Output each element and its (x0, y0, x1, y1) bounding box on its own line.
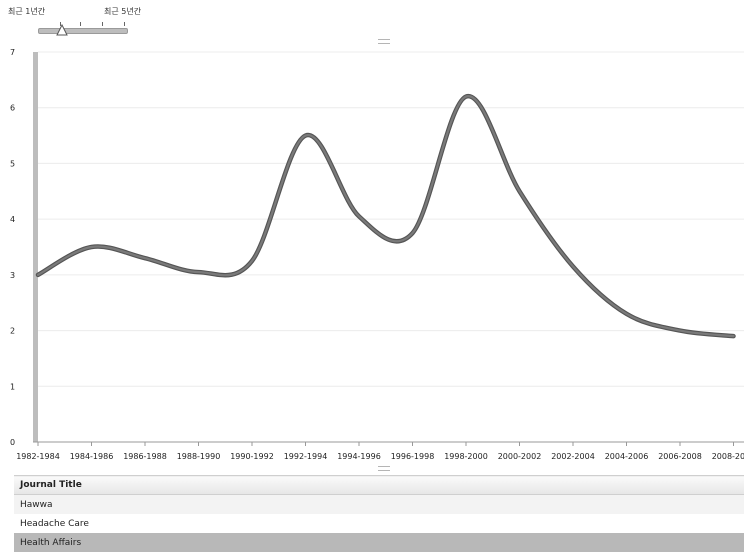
x-tick-label: 2006-2008 (658, 452, 702, 461)
x-tick-label: 1984-1986 (70, 452, 114, 461)
y-tick-label: 3 (10, 271, 15, 280)
series-line-outline (35, 94, 736, 339)
range-tick (60, 22, 61, 26)
y-tick-label: 6 (10, 104, 15, 113)
y-tick-label: 2 (10, 327, 15, 336)
table-row[interactable]: Headache Care (14, 514, 744, 533)
y-tick-label: 1 (10, 382, 15, 391)
range-tick (80, 22, 81, 26)
range-tick (124, 22, 125, 26)
x-tick-label: 1998-2000 (444, 452, 488, 461)
y-tick-label: 0 (10, 438, 15, 447)
table-splitter-handle[interactable] (378, 466, 390, 471)
range-max-label: 최근 5년간 (104, 7, 142, 16)
x-tick-label: 1986-1988 (123, 452, 167, 461)
year-range-slider[interactable]: 최근 1년간 최근 5년간 (8, 6, 158, 36)
x-tick-label: 2002-2004 (551, 452, 595, 461)
table-row[interactable]: Health Affairs (14, 533, 744, 552)
range-min-label: 최근 1년간 (8, 7, 46, 16)
x-tick-label: 2008-2010 (712, 452, 744, 461)
range-track[interactable] (38, 28, 128, 34)
y-tick-label: 4 (10, 215, 15, 224)
x-tick-label: 2004-2006 (605, 452, 649, 461)
y-axis-ticks: 0 1 2 3 4 5 6 7 (10, 48, 15, 447)
journal-title-cell[interactable]: Hawwa (14, 494, 744, 514)
line-chart: 0 1 2 3 4 5 6 7 1982-1984 1984-1986 1986-1988 1988… (10, 48, 744, 461)
x-axis-ticks: 1982-1984 1984-1986 1986-1988 1988-1990 1990… (16, 442, 744, 461)
journal-title-header[interactable]: Journal Title (14, 475, 744, 495)
y-tick-label: 5 (10, 159, 15, 168)
x-tick-label: 1982-1984 (16, 452, 60, 461)
table-row[interactable]: Hawwa (14, 494, 744, 514)
y-axis-bar (33, 52, 38, 442)
range-tick (102, 22, 103, 26)
journal-title-cell[interactable]: Health Affairs (14, 533, 744, 552)
chart-gridlines (38, 51, 744, 387)
range-thumb-icon[interactable] (56, 24, 68, 36)
x-tick-label: 1994-1996 (337, 452, 381, 461)
y-tick-label: 7 (10, 48, 15, 57)
x-tick-label: 1996-1998 (391, 452, 435, 461)
x-tick-label: 1990-1992 (230, 452, 274, 461)
x-tick-label: 1992-1994 (284, 452, 328, 461)
x-tick-label: 1988-1990 (177, 452, 221, 461)
x-tick-label: 2000-2002 (498, 452, 542, 461)
chart-splitter-handle[interactable] (378, 39, 390, 44)
journal-title-cell[interactable]: Headache Care (20, 518, 89, 529)
journal-table: Journal Title Hawwa Headache Care Health… (14, 475, 744, 552)
series-line (36, 95, 735, 338)
